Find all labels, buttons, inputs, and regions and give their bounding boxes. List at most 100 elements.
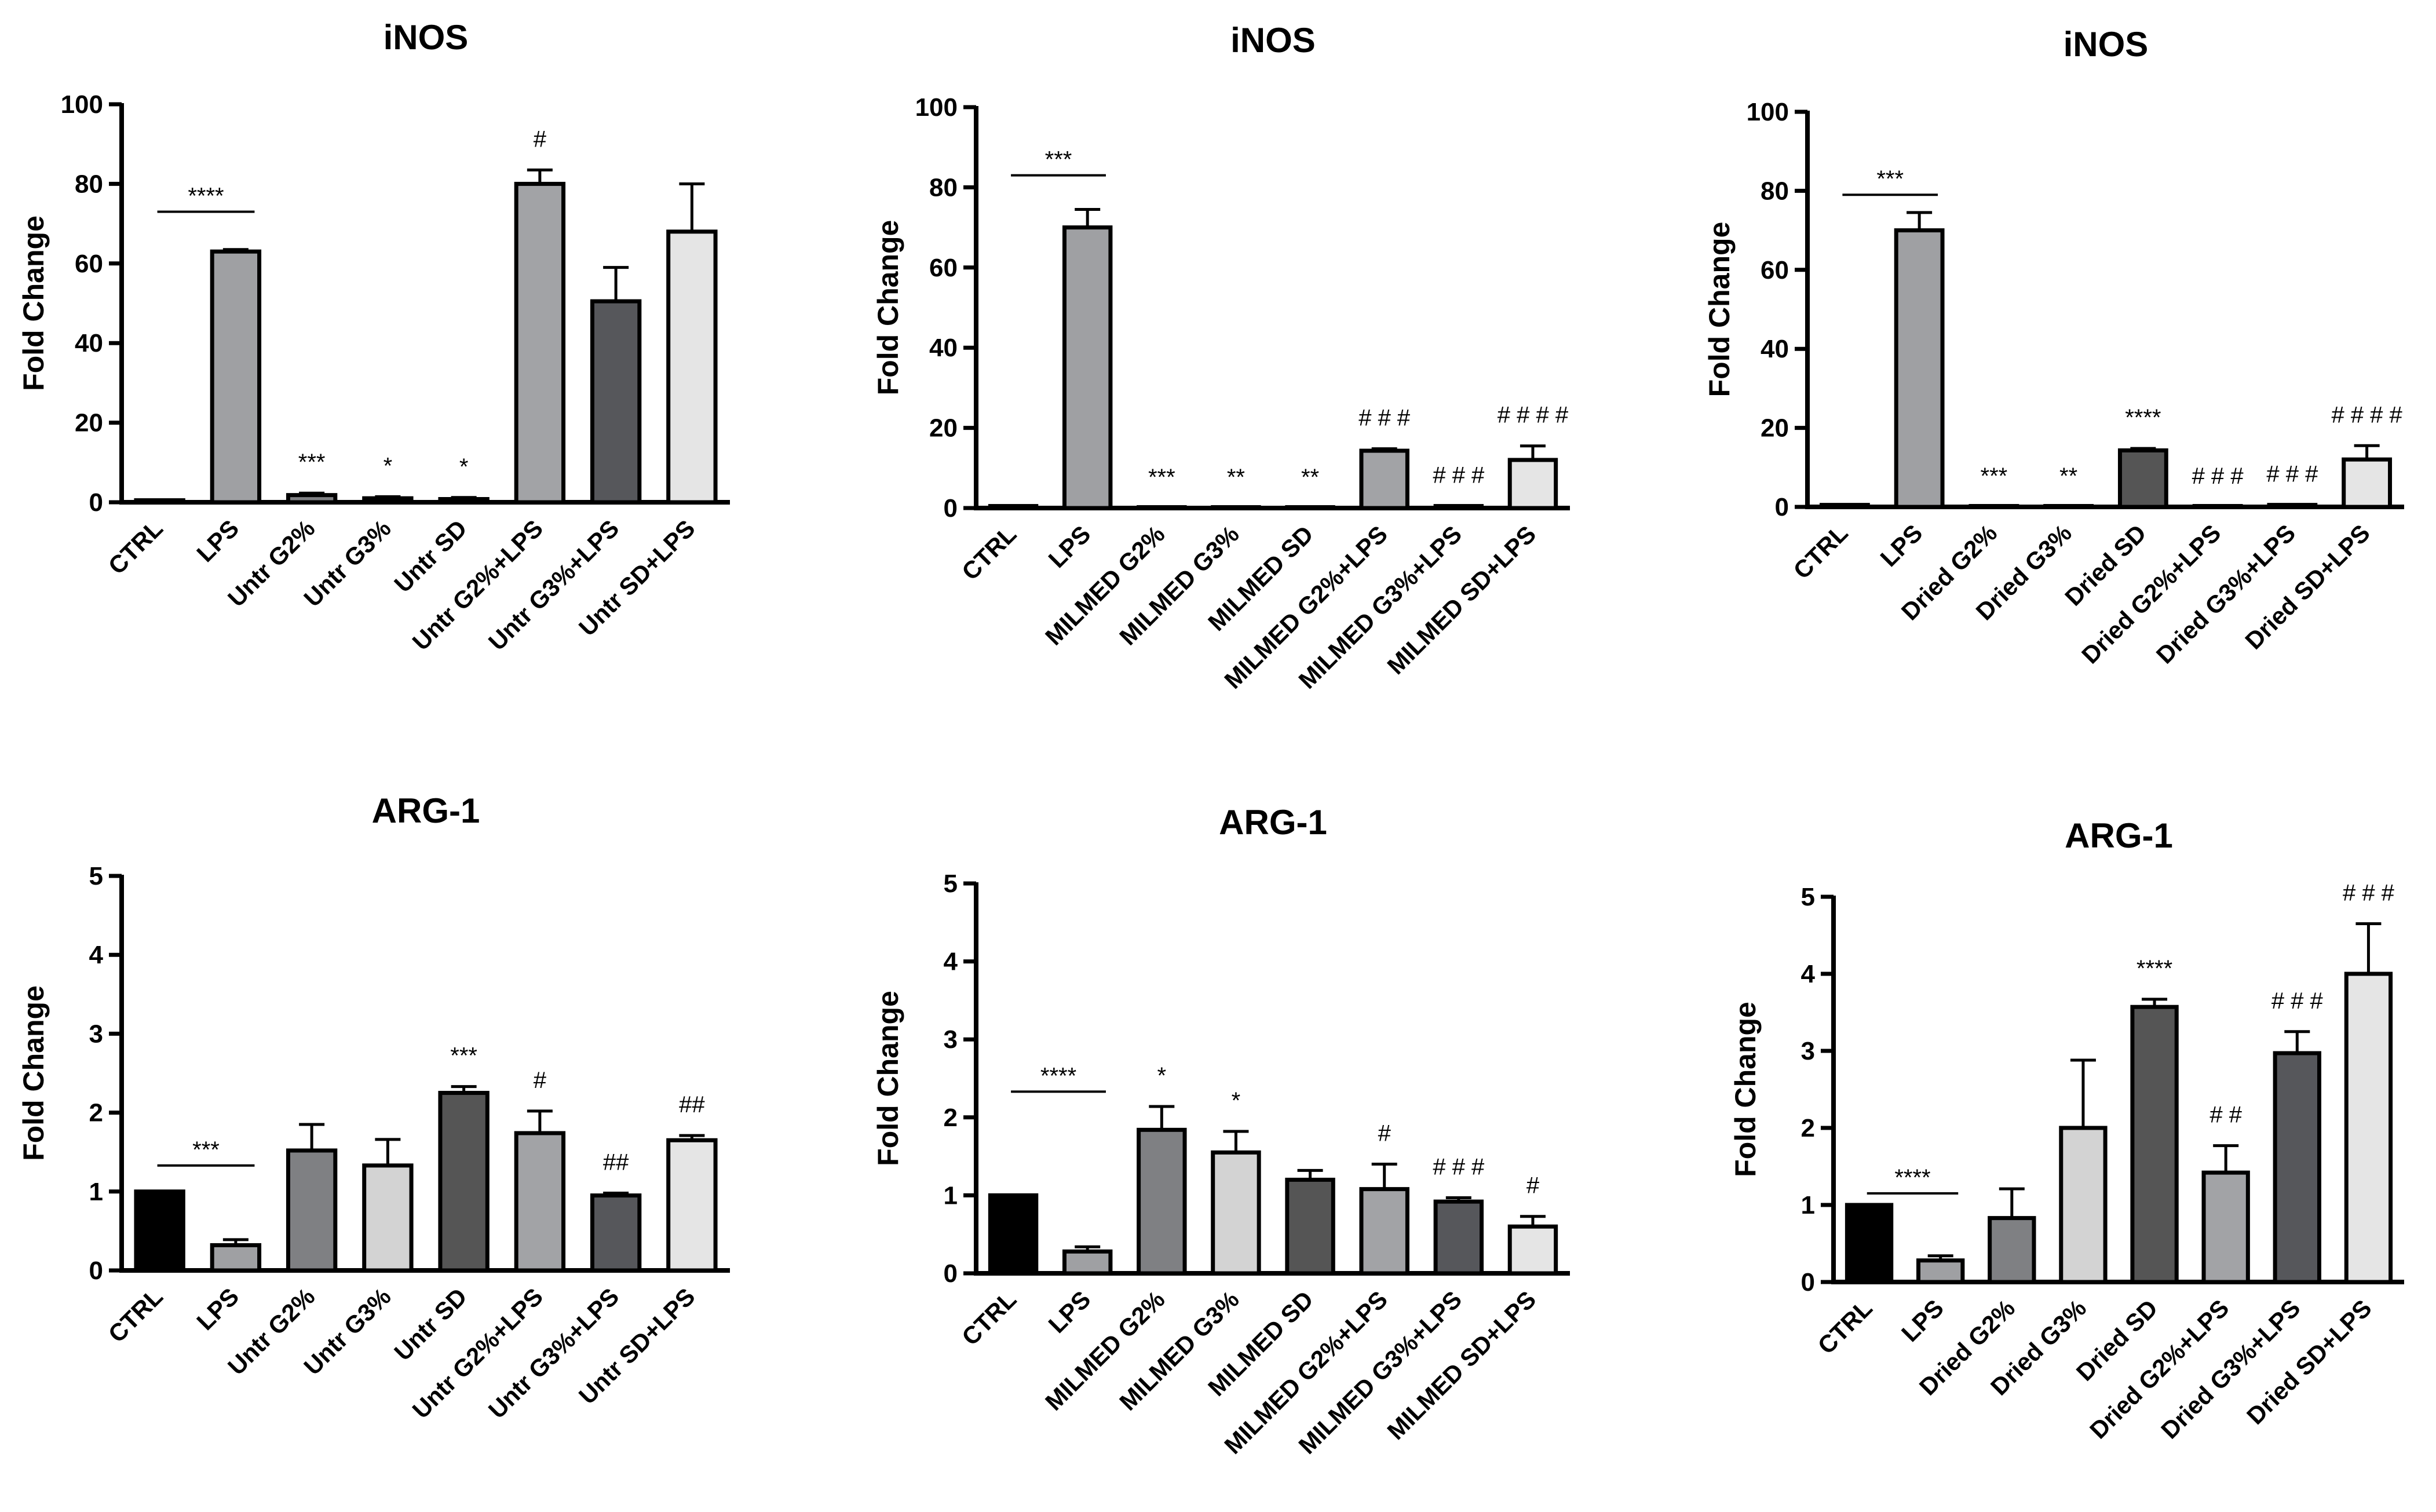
category-label-7: Untr G3%+LPS <box>483 514 624 656</box>
y-tick-label: 60 <box>75 250 103 278</box>
bar-3 <box>286 1148 338 1273</box>
y-tick-label: 3 <box>1801 1037 1815 1065</box>
significance-label-5: ** <box>1301 465 1319 490</box>
bar-6 <box>514 181 566 505</box>
y-tick-label: 4 <box>944 948 958 976</box>
category-label-6: Untr G2%+LPS <box>407 1283 549 1424</box>
y-tick-label: 20 <box>929 414 958 443</box>
significance-label-6: # <box>534 1068 547 1093</box>
significance-label-7: # # # <box>2266 462 2318 487</box>
category-label-2: LPS <box>1043 1285 1096 1338</box>
bar-1 <box>134 1189 185 1273</box>
y-tick-label: 0 <box>944 1259 958 1288</box>
bar-7 <box>1433 1199 1484 1276</box>
bar-6 <box>1359 448 1409 510</box>
significance-label-8: # <box>1526 1173 1540 1199</box>
y-tick-label: 0 <box>1775 493 1789 521</box>
y-axis-label: Fold Change <box>872 220 904 396</box>
bar-7 <box>2273 1051 2321 1284</box>
bar-1 <box>1819 503 1870 509</box>
chart-panel-1: iNOS Fold Change 0 20 40 60 80 100 CTRL LPS *** Unt… <box>17 18 730 656</box>
y-tick-label: 40 <box>1761 335 1789 363</box>
bar-2 <box>210 1243 262 1273</box>
comparison-label: **** <box>188 183 224 209</box>
bar-1 <box>988 504 1039 510</box>
y-tick-label: 0 <box>944 494 958 523</box>
y-tick-label: 3 <box>89 1020 103 1048</box>
significance-label-5: *** <box>450 1043 477 1069</box>
bar-5 <box>2130 1005 2179 1284</box>
y-tick-label: 4 <box>89 941 104 969</box>
y-tick-label: 1 <box>944 1181 958 1210</box>
bar-8 <box>2344 972 2393 1284</box>
significance-label-3: *** <box>1981 463 2008 489</box>
significance-label-3: * <box>1157 1063 1167 1089</box>
y-tick-label: 80 <box>929 173 958 202</box>
y-tick-label: 60 <box>1761 256 1789 284</box>
chart-title: iNOS <box>1230 21 1316 60</box>
chart-title: iNOS <box>2064 25 2149 64</box>
y-tick-label: 2 <box>89 1099 103 1127</box>
significance-label-4: ** <box>1227 465 1245 490</box>
category-label-2: LPS <box>1896 1294 1949 1347</box>
bar-5 <box>1285 1177 1335 1276</box>
significance-label-3: *** <box>298 450 326 475</box>
y-tick-label: 2 <box>1801 1114 1815 1142</box>
category-label-1: CTRL <box>1813 1294 1878 1359</box>
y-axis-label: Fold Change <box>1703 222 1736 397</box>
y-tick-label: 80 <box>1761 177 1789 205</box>
bar-6 <box>2201 1170 2250 1284</box>
y-tick-label: 0 <box>89 488 103 517</box>
significance-label-7: # # # <box>2271 988 2324 1014</box>
category-label-1: CTRL <box>1788 519 1853 584</box>
bar-1 <box>1845 1203 1894 1284</box>
significance-label-4: ** <box>2059 463 2077 489</box>
category-label-2: LPS <box>191 514 244 567</box>
y-tick-label: 2 <box>944 1104 958 1132</box>
y-tick-label: 60 <box>929 254 958 282</box>
category-label-2: LPS <box>1875 519 1927 572</box>
bar-8 <box>1507 1224 1558 1276</box>
chart-panel-3: iNOS Fold Change 0 20 40 60 80 100 CTRL LPS *** Dri… <box>1703 25 2404 669</box>
chart-title: ARG-1 <box>2065 816 2173 855</box>
bar-2 <box>210 249 262 505</box>
y-axis-label: Fold Change <box>17 985 50 1161</box>
bar-3 <box>1988 1216 2036 1284</box>
y-tick-label: 0 <box>89 1257 103 1285</box>
significance-label-8: ## <box>679 1092 705 1117</box>
bar-4 <box>362 496 414 505</box>
significance-label-6: # # <box>2209 1102 2242 1128</box>
bar-7 <box>1433 504 1484 510</box>
y-tick-label: 3 <box>944 1025 958 1054</box>
y-tick-label: 20 <box>75 409 103 437</box>
bar-5 <box>1285 505 1335 510</box>
y-tick-label: 4 <box>1801 960 1816 988</box>
category-label-7: Dried G3%+LPS <box>2151 519 2301 669</box>
significance-label-4: * <box>1232 1088 1241 1113</box>
y-tick-label: 5 <box>89 862 103 890</box>
significance-label-6: # <box>1378 1121 1392 1146</box>
y-tick-label: 1 <box>1801 1191 1815 1219</box>
bar-8 <box>666 229 718 505</box>
significance-label-3: *** <box>1148 465 1175 490</box>
significance-label-7: # # # <box>1433 463 1485 488</box>
comparison-label: *** <box>1876 166 1904 192</box>
y-tick-label: 0 <box>1801 1268 1815 1296</box>
category-label-6: Dried G2%+LPS <box>2076 519 2226 669</box>
y-tick-label: 80 <box>75 170 103 198</box>
bar-2 <box>1894 228 1945 509</box>
category-label-1: CTRL <box>956 1285 1021 1350</box>
comparison-label: *** <box>192 1137 220 1163</box>
significance-label-7: ## <box>603 1150 629 1175</box>
significance-label-7: # # # <box>1433 1154 1485 1179</box>
bar-8 <box>2342 457 2393 509</box>
y-tick-label: 40 <box>929 334 958 362</box>
category-label-2: LPS <box>1043 520 1096 573</box>
bar-2 <box>1062 225 1113 510</box>
significance-label-5: * <box>459 454 469 480</box>
bar-4 <box>1211 1150 1261 1276</box>
bar-1 <box>988 1193 1039 1276</box>
bar-8 <box>1507 458 1558 510</box>
